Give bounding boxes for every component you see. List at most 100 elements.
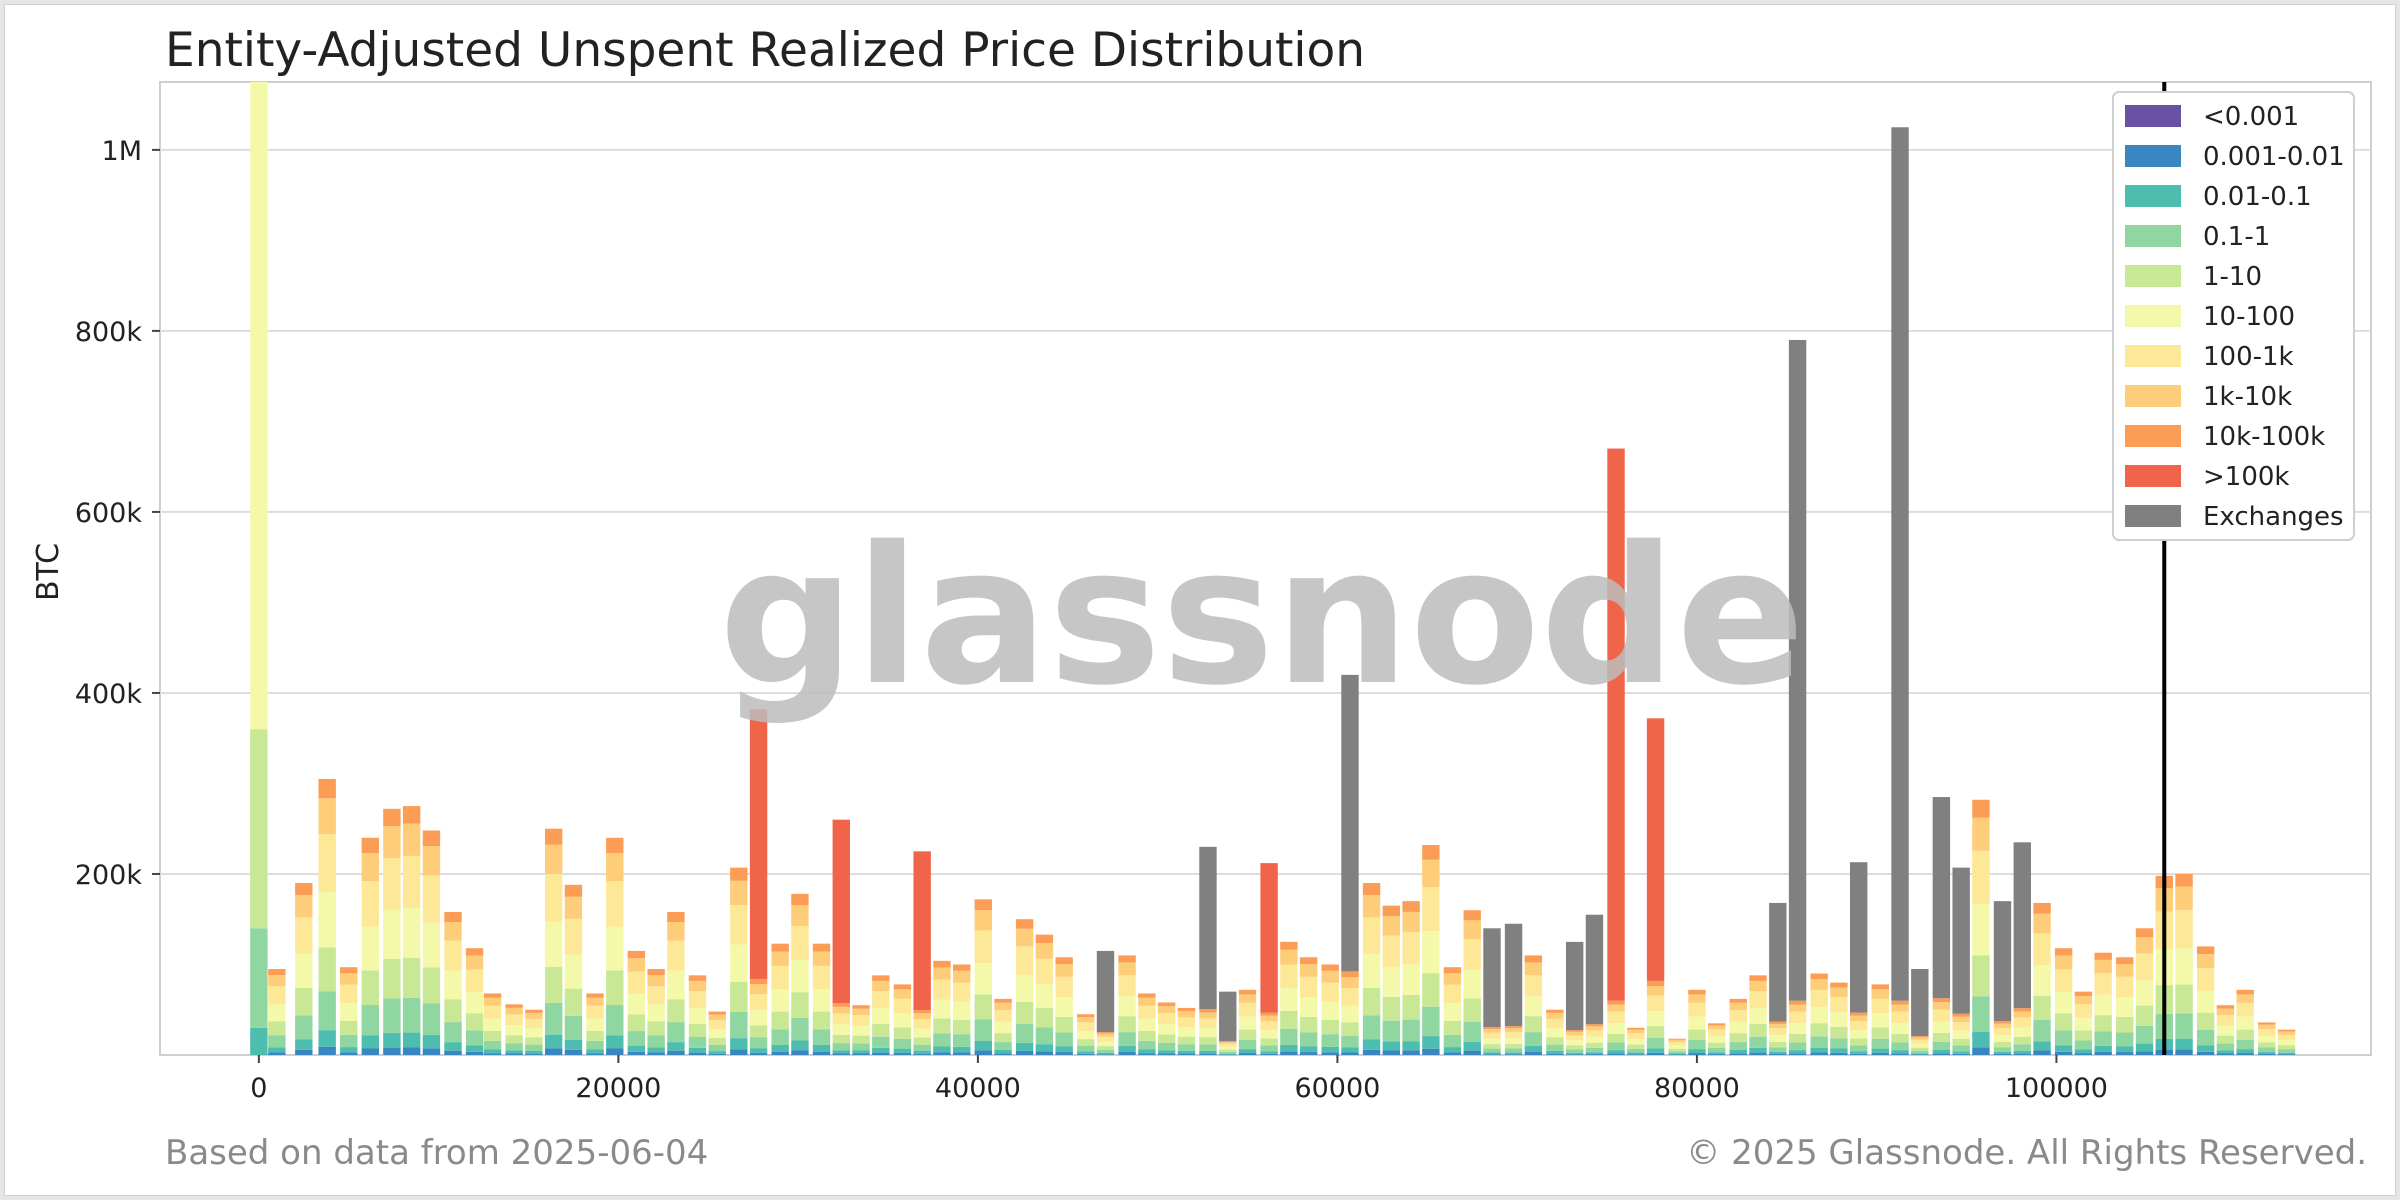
bar-segment [2236,1029,2254,1041]
y-tick-label: 600k [75,498,143,529]
bar-segment [250,928,268,1028]
bar-segment [1138,1053,1156,1055]
bar-segment [832,1034,850,1044]
bar-segment [852,1043,870,1051]
bar-segment [2094,959,2112,974]
bar-segment [1321,1046,1339,1053]
bar-segment [483,993,502,998]
bar-segment [1199,1012,1217,1019]
bar-segment [1932,1032,1951,1042]
bar-segment [1565,1035,1584,1041]
bar-segment [1585,1042,1604,1048]
bar-segment [1788,1000,1807,1005]
bar-segment [2054,1030,2073,1046]
bar-segment [2258,1042,2276,1048]
bar-segment [361,852,380,882]
bar-segment [1546,1053,1564,1055]
bar-segment [1118,962,1136,976]
bar-segment [627,950,646,959]
bar-segment [1321,964,1339,971]
bar-segment [791,992,809,1018]
bar-segment [872,1036,890,1048]
bar-segment [1546,1044,1564,1051]
bar-segment [1504,1037,1523,1044]
bar-segment [1015,1002,1034,1024]
bar-segment [2116,957,2134,965]
bar-segment [1749,991,1767,1009]
bar-segment [2013,1036,2031,1045]
bar-segment [791,905,809,927]
bar-segment [1443,1052,1462,1055]
bar-segment [1055,997,1073,1017]
bar-segment [1993,1027,2012,1036]
bar-segment [1055,1046,1073,1053]
bar-segment [994,1053,1012,1055]
bar-segment [1443,1003,1462,1021]
bar-segment [1118,1032,1136,1047]
bar-segment [2013,1027,2031,1037]
bar-segment [1952,1022,1970,1031]
bar-segment [1280,941,1298,950]
bar-segment [933,999,951,1019]
bar-segment [1607,1004,1625,1012]
bar-segment [1607,1011,1625,1023]
bar-segment [1443,1047,1462,1053]
bar-segment [893,1048,912,1053]
bar-segment [586,997,604,1006]
bar-segment [268,1047,286,1053]
bar-segment [1299,976,1318,998]
bar-segment [295,895,313,918]
bar-segment [1849,1038,1868,1046]
bar-segment [2074,996,2093,1005]
bar-segment [1177,1027,1196,1037]
bar-segment [1607,1042,1625,1051]
bar-segment [1952,1038,1970,1046]
bar-segment [1810,973,1828,980]
bar-segment [953,1046,971,1053]
bar-segment [1688,1016,1706,1030]
bar-segment [1972,850,1990,905]
bar-segment [832,1043,850,1051]
legend-label: 1k-10k [2203,382,2292,412]
bar-segment [933,1033,951,1047]
bar-segment [2277,1029,2296,1032]
bar-segment [1077,1030,1095,1040]
bar-segment [1443,973,1462,985]
bar-segment [1077,1017,1095,1023]
bar-segment [1830,1052,1848,1055]
bar-segment [2074,1017,2093,1031]
bar-segment [295,1015,313,1040]
bar-segment [544,921,563,967]
bar-segment [1788,1011,1807,1023]
bar-segment [1341,1005,1359,1023]
bar-segment [893,1027,912,1039]
legend-label: Exchanges [2203,502,2344,532]
bar-segment [2094,1031,2112,1046]
bar-segment [688,1008,707,1024]
bar-segment [295,953,313,988]
bar-segment [1627,1033,1645,1039]
bar-segment [1911,1037,1929,1040]
bar-segment [250,82,268,730]
bar-segment [647,1021,665,1036]
bar-segment [1280,988,1298,1011]
bar-segment [974,963,992,995]
bar-segment [544,1048,563,1055]
bar-segment [974,930,992,964]
bar-segment [730,880,748,906]
bar-segment [791,893,809,906]
bar-segment [295,883,313,896]
bar-segment [2277,1054,2296,1055]
bar-segment [1341,1052,1359,1055]
bar-segment [1199,1050,1217,1054]
bar-segment [1565,1045,1584,1050]
bar-segment [812,1011,831,1030]
bar-segment [1321,1034,1339,1047]
bar-segment [1096,1049,1115,1053]
bar-segment [525,1018,543,1029]
bar-segment [1238,989,1257,995]
bar-segment [295,987,313,1016]
bar-segment [627,993,646,1015]
bar-segment [1238,1002,1257,1017]
bar-segment [647,1004,665,1022]
